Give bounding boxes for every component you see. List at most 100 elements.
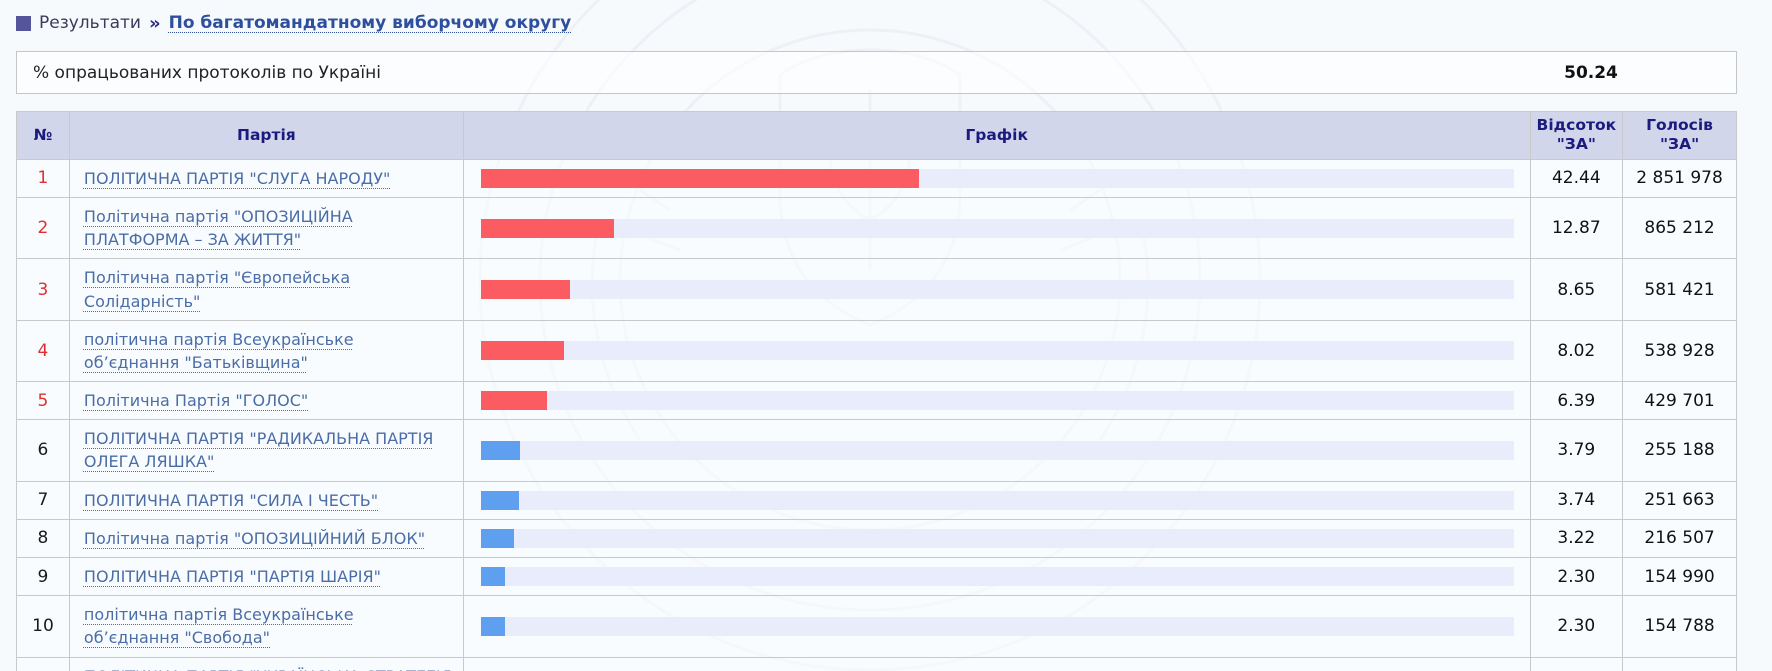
graph-cell: [462, 319, 1531, 383]
percent-cell: 6.39: [1529, 381, 1624, 421]
bar-track: [480, 218, 1514, 238]
table-header-row: № Партія Графік Відсоток "ЗА" Голосів "З…: [16, 111, 1737, 160]
header-percent: Відсоток "ЗА": [1529, 111, 1624, 160]
result-bar: [480, 218, 614, 238]
protocols-label: % опрацьованих протоколів по Україні: [33, 62, 381, 83]
votes-cell: 865 212: [1622, 196, 1737, 260]
rank-cell: 6: [16, 419, 70, 482]
protocols-value: 50.24: [1564, 62, 1618, 83]
result-bar: [480, 280, 571, 299]
votes-cell: 146 759: [1622, 656, 1737, 671]
result-bar: [480, 528, 515, 548]
result-bar: [480, 391, 547, 411]
party-cell: ПОЛІТИЧНА ПАРТІЯ "ПАРТІЯ ШАРІЯ": [68, 556, 464, 597]
party-cell: ПОЛІТИЧНА ПАРТІЯ "УКРАЇНСЬКА СТРАТЕГІЯ Г…: [68, 656, 464, 671]
party-link[interactable]: політична партія Всеукраїнське об’єднанн…: [83, 605, 354, 648]
graph-cell: [462, 419, 1531, 482]
rank-cell: 11: [16, 656, 70, 671]
party-link[interactable]: ПОЛІТИЧНА ПАРТІЯ "РАДИКАЛЬНА ПАРТІЯ ОЛЕГ…: [83, 429, 434, 472]
votes-cell: 154 990: [1622, 556, 1737, 597]
table-row: 11 ПОЛІТИЧНА ПАРТІЯ "УКРАЇНСЬКА СТРАТЕГІ…: [16, 656, 1737, 671]
party-cell: ПОЛІТИЧНА ПАРТІЯ "СИЛА І ЧЕСТЬ": [68, 480, 464, 520]
party-link[interactable]: ПОЛІТИЧНА ПАРТІЯ "СЛУГА НАРОДУ": [83, 168, 391, 188]
graph-cell: [462, 556, 1531, 597]
percent-cell: 2.30: [1529, 595, 1624, 658]
breadcrumb-current-link[interactable]: По багатомандатному виборчому округу: [168, 13, 572, 33]
table-row: 10 політична партія Всеукраїнське об’єдн…: [16, 595, 1737, 658]
party-cell: Політична Партія "ГОЛОС": [68, 381, 464, 421]
party-cell: Політична партія "Європейська Солідарніс…: [68, 258, 464, 321]
table-row: 7 ПОЛІТИЧНА ПАРТІЯ "СИЛА І ЧЕСТЬ" 3.74 2…: [16, 480, 1737, 520]
table-row: 8 Політична партія "ОПОЗИЦІЙНИЙ БЛОК" 3.…: [16, 518, 1737, 559]
result-bar: [480, 616, 505, 636]
rank-cell: 8: [16, 518, 70, 559]
percent-cell: 8.02: [1529, 319, 1624, 383]
graph-cell: [462, 595, 1531, 658]
graph-cell: [462, 518, 1531, 559]
party-link[interactable]: ПОЛІТИЧНА ПАРТІЯ "СИЛА І ЧЕСТЬ": [83, 490, 379, 510]
votes-cell: 255 188: [1622, 419, 1737, 482]
results-table: № Партія Графік Відсоток "ЗА" Голосів "З…: [16, 111, 1737, 671]
breadcrumb-separator-icon: »: [148, 12, 161, 34]
header-num: №: [16, 111, 70, 160]
party-cell: ПОЛІТИЧНА ПАРТІЯ "СЛУГА НАРОДУ": [68, 158, 464, 198]
section-bullet-icon: [16, 15, 31, 31]
graph-cell: [462, 158, 1531, 198]
table-row: 4 політична партія Всеукраїнське об’єдна…: [16, 319, 1737, 383]
bar-track: [480, 490, 1514, 510]
bar-track: [480, 528, 1514, 548]
breadcrumb: Результати » По багатомандатному виборчо…: [16, 8, 1737, 38]
party-cell: політична партія Всеукраїнське об’єднанн…: [68, 595, 464, 658]
party-link[interactable]: Політична партія "Європейська Солідарніс…: [83, 268, 351, 311]
rank-cell: 7: [16, 480, 70, 520]
rank-cell: 5: [16, 381, 70, 421]
votes-cell: 216 507: [1622, 518, 1737, 559]
votes-cell: 154 788: [1622, 595, 1737, 658]
bar-track: [480, 168, 1514, 188]
party-link[interactable]: Політична Партія "ГОЛОС": [83, 391, 309, 411]
result-bar: [480, 168, 920, 188]
party-link[interactable]: ПОЛІТИЧНА ПАРТІЯ "ПАРТІЯ ШАРІЯ": [83, 567, 381, 586]
rank-cell: 2: [16, 196, 70, 260]
bar-track: [480, 280, 1514, 299]
table-row: 5 Політична Партія "ГОЛОС" 6.39 429 701: [16, 381, 1737, 421]
percent-cell: 12.87: [1529, 196, 1624, 260]
party-cell: Політична партія "ОПОЗИЦІЙНИЙ БЛОК": [68, 518, 464, 559]
rank-cell: 1: [16, 158, 70, 198]
party-link[interactable]: політична партія Всеукраїнське об’єднанн…: [83, 329, 354, 372]
party-link[interactable]: Політична партія "ОПОЗИЦІЙНИЙ БЛОК": [83, 528, 426, 548]
header-votes: Голосів "ЗА": [1622, 111, 1737, 160]
breadcrumb-section: Результати: [39, 13, 141, 33]
protocols-box: % опрацьованих протоколів по Україні 50.…: [16, 51, 1737, 94]
party-link[interactable]: Політична партія "ОПОЗИЦІЙНА ПЛАТФОРМА –…: [83, 206, 353, 250]
bar-track: [480, 391, 1514, 411]
graph-cell: [462, 258, 1531, 321]
table-row: 3 Політична партія "Європейська Солідарн…: [16, 258, 1737, 321]
percent-cell: 2.30: [1529, 556, 1624, 597]
table-row: 6 ПОЛІТИЧНА ПАРТІЯ "РАДИКАЛЬНА ПАРТІЯ ОЛ…: [16, 419, 1737, 482]
result-bar: [480, 341, 564, 361]
bar-track: [480, 567, 1514, 587]
party-cell: ПОЛІТИЧНА ПАРТІЯ "РАДИКАЛЬНА ПАРТІЯ ОЛЕГ…: [68, 419, 464, 482]
rank-cell: 3: [16, 258, 70, 321]
percent-cell: 42.44: [1529, 158, 1624, 198]
percent-cell: 3.74: [1529, 480, 1624, 520]
result-bar: [480, 567, 505, 587]
percent-cell: 2.18: [1529, 656, 1624, 671]
party-link[interactable]: ПОЛІТИЧНА ПАРТІЯ "УКРАЇНСЬКА СТРАТЕГІЯ Г…: [84, 667, 452, 671]
votes-cell: 581 421: [1622, 258, 1737, 321]
result-bar: [480, 440, 520, 460]
votes-cell: 429 701: [1622, 381, 1737, 421]
percent-cell: 3.22: [1529, 518, 1624, 559]
table-row: 2 Політична партія "ОПОЗИЦІЙНА ПЛАТФОРМА…: [16, 196, 1737, 260]
votes-cell: 538 928: [1622, 319, 1737, 383]
graph-cell: [462, 480, 1531, 520]
votes-cell: 2 851 978: [1622, 158, 1737, 198]
header-graph: Графік: [462, 111, 1531, 160]
rank-cell: 10: [16, 595, 70, 658]
graph-cell: [462, 196, 1531, 260]
graph-cell: [462, 656, 1531, 671]
percent-cell: 8.65: [1529, 258, 1624, 321]
result-bar: [480, 490, 520, 510]
